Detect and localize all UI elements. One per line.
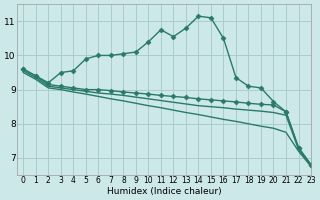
X-axis label: Humidex (Indice chaleur): Humidex (Indice chaleur) <box>107 187 221 196</box>
